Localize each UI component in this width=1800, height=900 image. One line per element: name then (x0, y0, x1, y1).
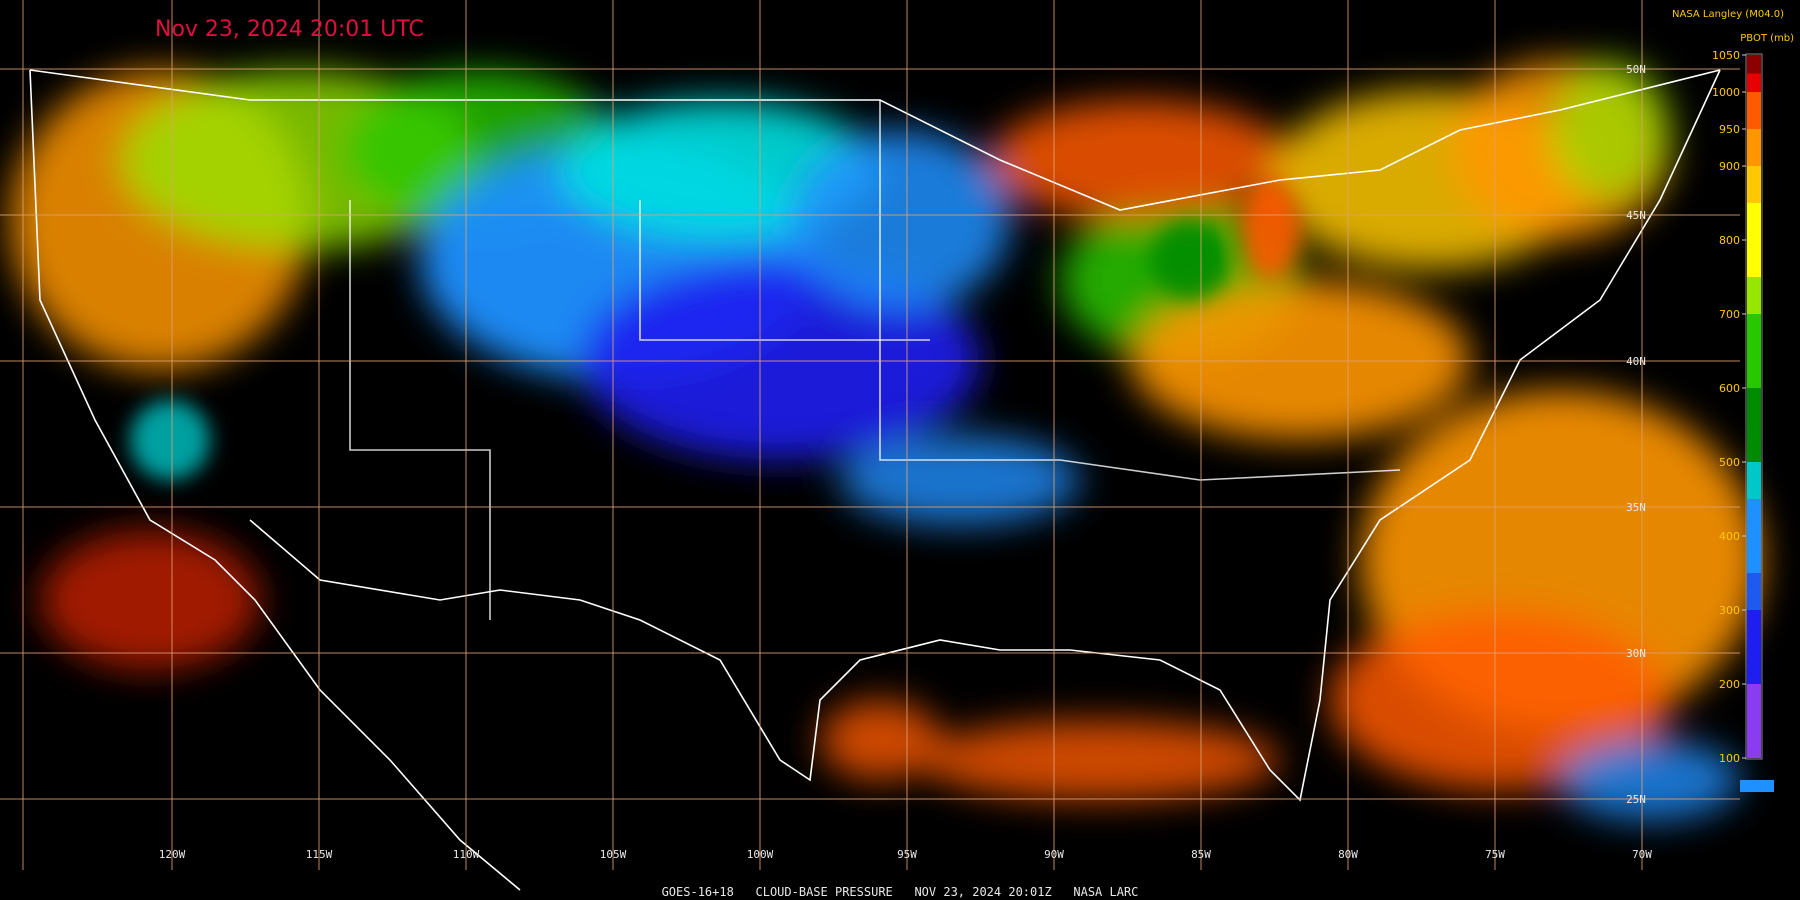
footer: GOES-16+18 CLOUD-BASE PRESSURE NOV 23, 2… (662, 885, 1139, 899)
latitude-label: 35N (1626, 501, 1646, 514)
longitude-label: 75W (1485, 848, 1505, 861)
longitude-label: 95W (897, 848, 917, 861)
attribution: NASA Langley (M04.0) (1672, 9, 1784, 20)
colorbar-tick-label: 1000 (1712, 86, 1740, 99)
colorbar-band (1747, 92, 1761, 129)
latitude-label: 30N (1626, 647, 1646, 660)
colorbar-tick-label: 400 (1719, 530, 1740, 543)
colorbar-band (1747, 203, 1761, 277)
colorbar-band (1747, 610, 1761, 684)
coastlines (29, 69, 1721, 891)
scale-notch (1740, 780, 1774, 792)
latitude-label: 40N (1626, 355, 1646, 368)
longitude-label: 120W (159, 848, 186, 861)
colorbar-tick-label: 1050 (1712, 49, 1740, 62)
colorbar-band (1747, 166, 1761, 203)
latitude-label: 45N (1626, 209, 1646, 222)
longitude-label: 110W (453, 848, 480, 861)
colorbar-band (1747, 314, 1761, 388)
colorbar-tick-label: 800 (1719, 234, 1740, 247)
longitude-label: 70W (1632, 848, 1652, 861)
longitude-label: 80W (1338, 848, 1358, 861)
colorbar-band (1747, 277, 1761, 314)
latitude-label: 50N (1626, 63, 1646, 76)
colorbar-band (1747, 573, 1761, 610)
longitude-label: 115W (306, 848, 333, 861)
colorbar-tick-label: 200 (1719, 678, 1740, 691)
colorbar-tick-label: 700 (1719, 308, 1740, 321)
colorbar-band (1747, 388, 1761, 462)
longitude-label: 100W (747, 848, 774, 861)
colorbar-band (1747, 73, 1761, 92)
colorbar-band (1747, 55, 1761, 74)
colorbar-label: PBOT (mb) (1740, 33, 1794, 44)
colorbar-frame (1745, 53, 1763, 760)
graticule (0, 0, 1740, 870)
colorbar-tick-label: 600 (1719, 382, 1740, 395)
longitude-label: 90W (1044, 848, 1064, 861)
colorbar-tick-label: 300 (1719, 604, 1740, 617)
title: Nov 23, 2024 20:01 UTC (155, 17, 424, 42)
latitude-label: 25N (1626, 793, 1646, 806)
longitude-label: 85W (1191, 848, 1211, 861)
longitude-label: 105W (600, 848, 627, 861)
colorbar-band (1747, 499, 1761, 573)
colorbar-tick-label: 950 (1719, 123, 1740, 136)
colorbar-tick-label: 500 (1719, 456, 1740, 469)
colorbar-tick-label: 100 (1719, 752, 1740, 765)
colorbar-band (1747, 462, 1761, 499)
colorbar-tick-label: 900 (1719, 160, 1740, 173)
colorbar-band (1747, 129, 1761, 166)
colorbar-band (1747, 684, 1761, 758)
